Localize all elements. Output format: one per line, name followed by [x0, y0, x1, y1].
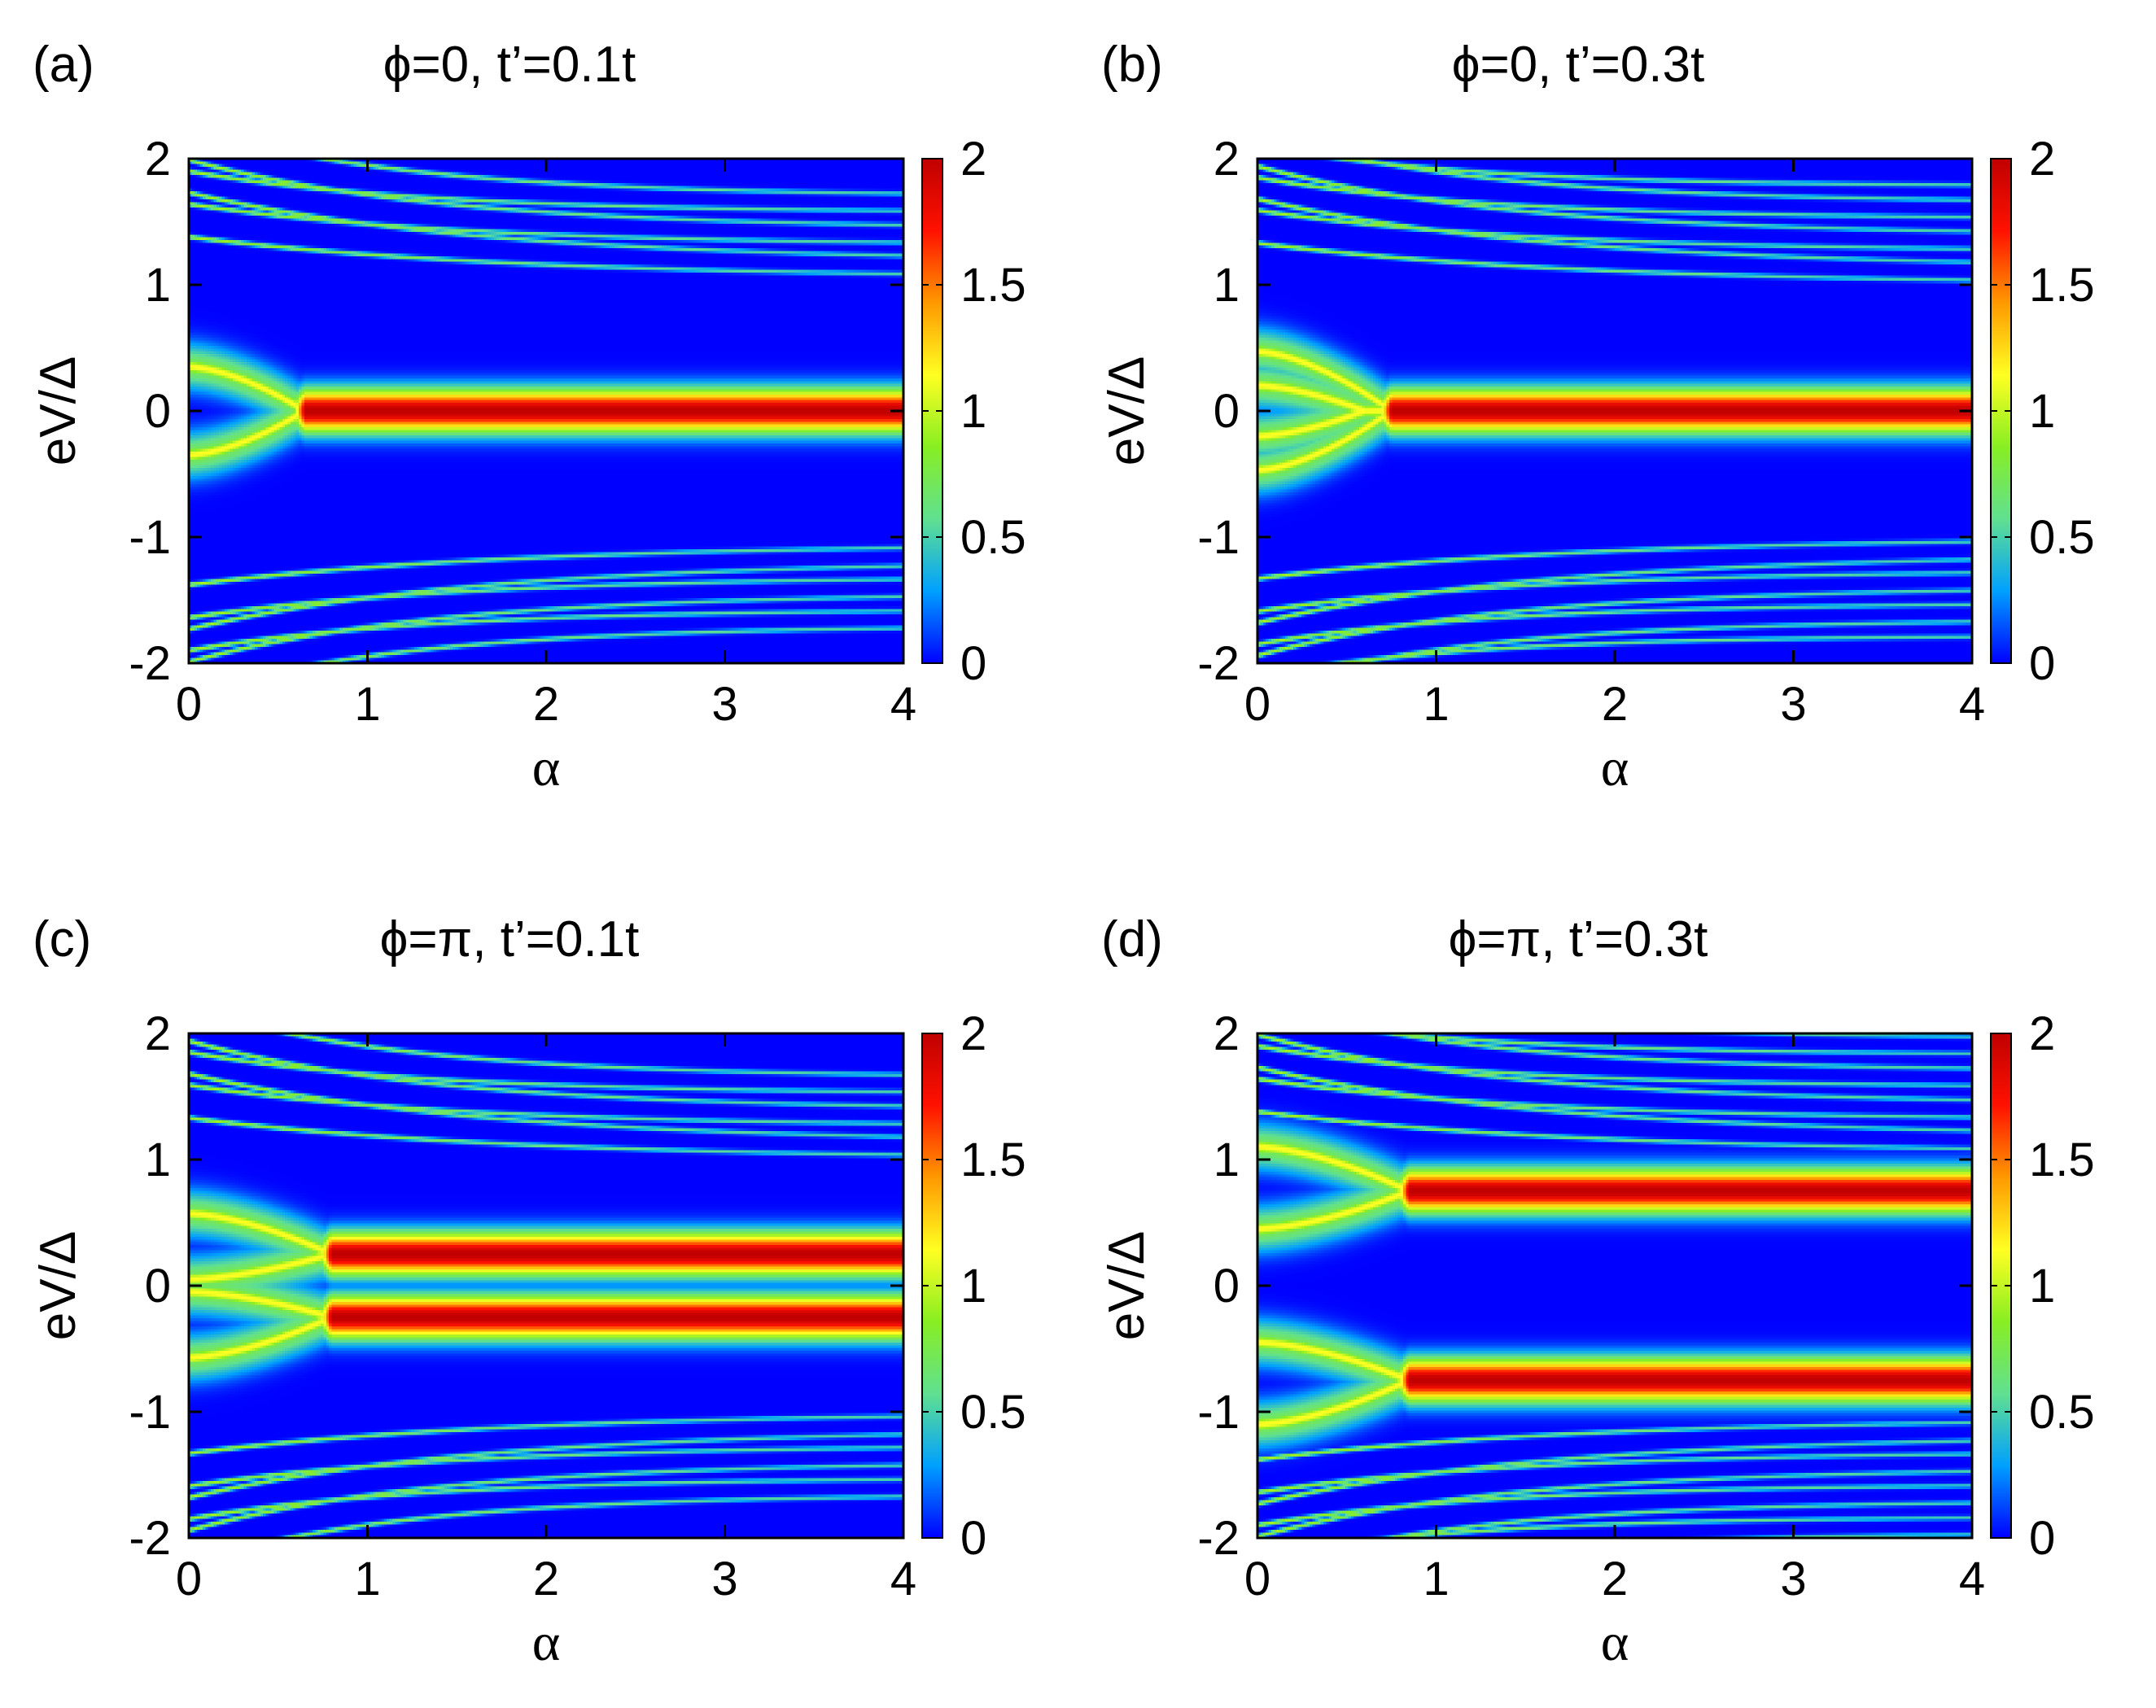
x-tick-label: 3: [711, 678, 737, 731]
x-tick-label: 1: [354, 1553, 380, 1605]
panel: (a) ϕ=0, t’=0.1t 0 1 2 3 4 -2 -1 0 1 2 α eV/Δ 0 0.5 1 1.5…: [30, 37, 1026, 797]
heatmap: [189, 159, 903, 663]
x-tick-label: 4: [1959, 1553, 1985, 1605]
y-tick-label: 0: [145, 385, 171, 438]
y-tick-label: 2: [145, 1007, 171, 1060]
panel-title: ϕ=π, t’=0.1t: [380, 911, 640, 968]
colorbar-tick-label: 2: [2029, 1007, 2055, 1060]
x-tick-label: 2: [1602, 678, 1628, 731]
colorbar-tick-label: 0.5: [2029, 1386, 2095, 1439]
x-tick-label: 2: [533, 1553, 559, 1605]
x-tick-label: 0: [1244, 678, 1270, 731]
heatmap: [189, 1033, 903, 1538]
y-axis-label: eV/Δ: [30, 1231, 86, 1340]
x-tick-label: 1: [1423, 1553, 1449, 1605]
colorbar-tick-label: 0: [960, 1512, 986, 1565]
colorbar-tick-label: 0.5: [960, 511, 1026, 564]
colorbar-tick-label: 1.5: [960, 1134, 1026, 1186]
panel-title: ϕ=0, t’=0.3t: [1452, 37, 1704, 93]
y-axis-label: eV/Δ: [30, 356, 86, 465]
x-tick-label: 3: [1780, 1553, 1806, 1605]
x-tick-label: 4: [890, 1553, 916, 1605]
y-tick-label: -2: [1197, 1512, 1240, 1565]
y-axis-label: eV/Δ: [1099, 1231, 1155, 1340]
y-tick-label: 2: [1214, 1007, 1240, 1060]
x-axis-label: α: [1601, 738, 1629, 797]
y-tick-label: -1: [129, 511, 171, 564]
colorbar-tick-label: 0: [2029, 1512, 2055, 1565]
panel-label: (d): [1101, 911, 1163, 968]
y-tick-label: -2: [129, 637, 171, 690]
heatmap: [1257, 159, 1972, 663]
panel-label: (c): [33, 911, 91, 968]
y-tick-label: -1: [129, 1386, 171, 1439]
x-axis-label: α: [1601, 1613, 1629, 1672]
panel-title: ϕ=0, t’=0.1t: [383, 37, 636, 93]
colorbar-tick-label: 1: [2029, 385, 2055, 438]
y-tick-label: 2: [145, 133, 171, 186]
colorbar-tick-label: 0.5: [960, 1386, 1026, 1439]
heatmap: [1257, 1033, 1972, 1538]
panel: (b) ϕ=0, t’=0.3t 0 1 2 3 4 -2 -1 0 1 2 α eV/Δ 0 0.5 1 1.5…: [1099, 37, 2095, 797]
x-axis-label: α: [532, 738, 561, 797]
colorbar-tick-label: 2: [960, 1007, 986, 1060]
colorbar-tick-label: 1.5: [960, 259, 1026, 312]
colorbar-tick-label: 1.5: [2029, 259, 2095, 312]
colorbar-tick-label: 1: [960, 1260, 986, 1313]
colorbar-tick-label: 0: [2029, 637, 2055, 690]
colorbar-tick-label: 0.5: [2029, 511, 2095, 564]
y-tick-label: -1: [1197, 1386, 1240, 1439]
x-tick-label: 3: [1780, 678, 1806, 731]
y-axis-label: eV/Δ: [1099, 356, 1155, 465]
panel: (d) ϕ=π, t’=0.3t 0 1 2 3 4 -2 -1 0 1 2 α eV/Δ 0 0.5 1 1.5…: [1099, 911, 2095, 1672]
panel-label: (a): [33, 37, 94, 93]
x-tick-label: 2: [1602, 1553, 1628, 1605]
x-tick-label: 1: [1423, 678, 1449, 731]
y-tick-label: 1: [1214, 1134, 1240, 1186]
x-tick-label: 3: [711, 1553, 737, 1605]
x-tick-label: 2: [533, 678, 559, 731]
y-tick-label: 1: [145, 1134, 171, 1186]
x-axis-label: α: [532, 1613, 561, 1672]
colorbar-tick-label: 1: [960, 385, 986, 438]
colorbar-tick-label: 1.5: [2029, 1134, 2095, 1186]
colorbar-tick-label: 0: [960, 637, 986, 690]
colorbar-tick-label: 2: [2029, 133, 2055, 186]
x-tick-label: 0: [1244, 1553, 1270, 1605]
y-tick-label: 0: [145, 1260, 171, 1313]
colorbar-tick-label: 1: [2029, 1260, 2055, 1313]
y-tick-label: 1: [1214, 259, 1240, 312]
x-tick-label: 1: [354, 678, 380, 731]
y-tick-label: 0: [1214, 385, 1240, 438]
panel: (c) ϕ=π, t’=0.1t 0 1 2 3 4 -2 -1 0 1 2 α eV/Δ 0 0.5 1 1.5…: [30, 911, 1026, 1672]
x-tick-label: 0: [176, 678, 202, 731]
x-tick-label: 0: [176, 1553, 202, 1605]
x-tick-label: 4: [1959, 678, 1985, 731]
panel-title: ϕ=π, t’=0.3t: [1449, 911, 1708, 968]
colorbar-tick-label: 2: [960, 133, 986, 186]
y-tick-label: -2: [129, 1512, 171, 1565]
y-tick-label: -1: [1197, 511, 1240, 564]
y-tick-label: -2: [1197, 637, 1240, 690]
panel-label: (b): [1101, 37, 1163, 93]
x-tick-label: 4: [890, 678, 916, 731]
y-tick-label: 1: [145, 259, 171, 312]
y-tick-label: 2: [1214, 133, 1240, 186]
y-tick-label: 0: [1214, 1260, 1240, 1313]
